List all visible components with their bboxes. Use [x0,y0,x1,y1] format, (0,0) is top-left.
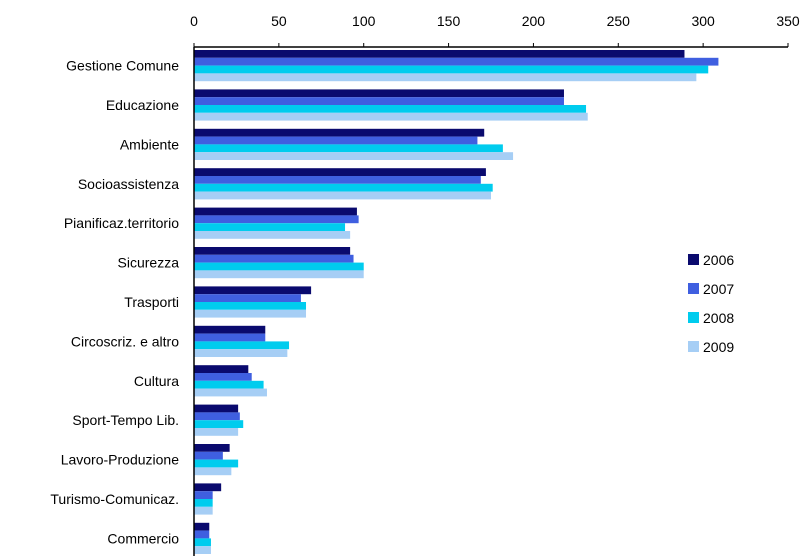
bar-gestione-comune-2009 [194,73,697,82]
bar-cultura-2008 [194,380,264,389]
bar-socioassistenza-2006 [194,168,486,176]
bar-trasporti-2007 [194,294,301,302]
bar-sicurezza-2008 [194,262,364,271]
legend-label-2008: 2008 [703,310,734,326]
bar-sport-tempo-lib--2008 [194,420,244,428]
bar-circoscriz-e-altro-2006 [194,325,266,334]
bar-commercio-2007 [194,530,210,539]
category-label: Turismo-Comunicaz. [50,491,179,507]
bar-lavoro-produzione-2007 [194,451,223,460]
bar-sport-tempo-lib--2009 [194,428,239,436]
bar-sicurezza-2009 [194,270,364,279]
x-tick-label: 250 [607,13,631,29]
bar-gestione-comune-2008 [194,65,709,74]
bar-trasporti-2009 [194,309,307,318]
bar-turismo-comunicaz--2006 [194,483,222,492]
bar-lavoro-produzione-2008 [194,459,239,468]
bar-educazione-2008 [194,105,587,113]
bar-pianificaz-territorio-2006 [194,207,357,216]
bar-ambiente-2008 [194,144,503,153]
bar-circoscriz-e-altro-2009 [194,349,288,357]
x-tick-label: 0 [190,13,198,29]
bar-lavoro-produzione-2009 [194,467,232,476]
x-tick-label: 200 [522,13,546,29]
x-tick-label: 100 [352,13,376,29]
x-tick-label: 150 [437,13,461,29]
category-label: Ambiente [120,136,179,152]
bar-educazione-2009 [194,112,588,121]
legend-swatch-2008 [688,312,699,323]
legend-label-2009: 2009 [703,339,734,355]
bar-ambiente-2009 [194,152,514,160]
x-tick-label: 300 [691,13,715,29]
bar-educazione-2006 [194,89,564,98]
bar-gestione-comune-2007 [194,57,719,66]
bar-sport-tempo-lib--2006 [194,404,239,413]
category-label: Circoscriz. e altro [71,333,179,349]
bar-cultura-2009 [194,388,267,397]
bar-educazione-2007 [194,97,564,105]
legend-swatch-2007 [688,283,699,294]
bar-pianificaz-territorio-2008 [194,223,346,231]
bar-pianificaz-territorio-2007 [194,215,359,224]
category-label: Sport-Tempo Lib. [72,412,179,428]
bar-circoscriz-e-altro-2008 [194,341,290,350]
bar-turismo-comunicaz--2008 [194,499,213,507]
bar-commercio-2009 [194,546,211,554]
x-tick-label: 50 [271,13,287,29]
bar-trasporti-2006 [194,286,312,295]
bar-turismo-comunicaz--2007 [194,491,213,499]
legend-swatch-2009 [688,341,699,352]
bar-commercio-2008 [194,538,211,547]
category-label: Gestione Comune [66,58,179,74]
category-label: Lavoro-Produzione [61,452,180,468]
category-label: Cultura [134,373,179,389]
bar-sicurezza-2006 [194,247,351,255]
category-label: Educazione [106,97,179,113]
category-label: Socioassistenza [78,176,179,192]
bar-ambiente-2007 [194,136,478,145]
bar-socioassistenza-2009 [194,191,491,200]
legend-label-2006: 2006 [703,252,734,268]
bar-cultura-2006 [194,365,249,373]
x-tick-label: 350 [776,13,800,29]
bar-commercio-2006 [194,522,210,531]
bar-trasporti-2008 [194,302,307,310]
category-label: Trasporti [124,294,179,310]
legend-swatch-2006 [688,254,699,265]
bar-pianificaz-territorio-2009 [194,231,351,239]
bar-sport-tempo-lib--2007 [194,412,240,421]
bar-socioassistenza-2008 [194,183,493,192]
bar-ambiente-2006 [194,128,485,137]
legend-label-2007: 2007 [703,281,734,297]
bar-lavoro-produzione-2006 [194,444,230,452]
bar-cultura-2007 [194,373,252,381]
category-label: Sicurezza [118,255,180,271]
bar-turismo-comunicaz--2009 [194,506,213,515]
bar-circoscriz-e-altro-2007 [194,333,266,342]
category-label: Commercio [107,530,179,546]
bar-socioassistenza-2007 [194,176,481,184]
category-label: Pianificaz.territorio [64,215,179,231]
bar-sicurezza-2007 [194,254,354,263]
bar-gestione-comune-2006 [194,50,685,58]
